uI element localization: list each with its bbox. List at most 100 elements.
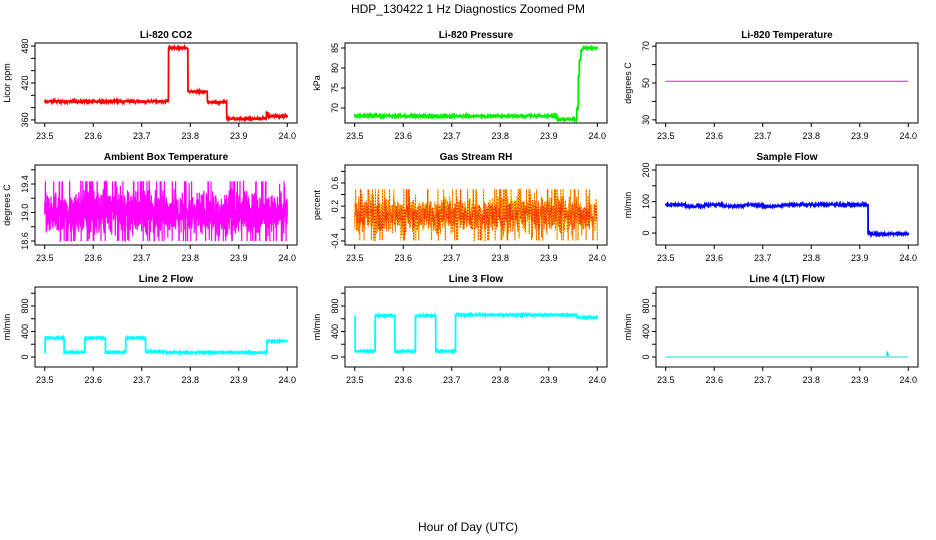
series-line bbox=[353, 311, 598, 355]
y-tick-label: 19.4 bbox=[20, 175, 30, 193]
y-axis-label: degrees C bbox=[2, 184, 12, 226]
x-tick-label: 23.7 bbox=[133, 131, 151, 141]
x-tick-label: 23.7 bbox=[133, 253, 151, 263]
x-tick-label: 23.7 bbox=[754, 375, 772, 385]
y-axis-label: Licor ppm bbox=[2, 63, 12, 103]
x-tick-label: 24.0 bbox=[900, 375, 918, 385]
panel-gas-stream-rh: Gas Stream RH 23.5 23.6 23.7 23.8 23.9 24.0 -0.… bbox=[312, 152, 608, 263]
y-tick-label: 800 bbox=[330, 298, 340, 313]
plot-frame bbox=[344, 42, 608, 124]
y-tick-label: 400 bbox=[641, 324, 651, 339]
y-tick-label: 0.2 bbox=[330, 200, 340, 213]
y-tick-label: 30 bbox=[641, 115, 651, 125]
x-tick-label: 23.7 bbox=[443, 253, 461, 263]
x-tick-label: 24.0 bbox=[900, 253, 918, 263]
x-tick-label: 23.5 bbox=[657, 253, 675, 263]
x-tick-label: 23.9 bbox=[851, 131, 869, 141]
y-tick-label: 19.0 bbox=[20, 204, 30, 222]
y-tick-label: 70 bbox=[330, 103, 340, 113]
y-axis-label: degrees C bbox=[623, 62, 633, 104]
plot-frame bbox=[344, 286, 608, 368]
x-tick-label: 23.8 bbox=[181, 131, 199, 141]
x-tick-label: 24.0 bbox=[589, 375, 607, 385]
y-tick-label: 18.6 bbox=[20, 232, 30, 250]
y-tick-label: 480 bbox=[20, 39, 30, 54]
x-tick-label: 23.6 bbox=[84, 375, 102, 385]
x-tick-label: 23.8 bbox=[802, 253, 820, 263]
y-tick-label: 70 bbox=[641, 41, 651, 51]
y-tick-label: -0.4 bbox=[330, 233, 340, 249]
y-tick-label: 75 bbox=[330, 83, 340, 93]
y-axis-label: ml/min bbox=[312, 314, 322, 341]
y-axis-label: percent bbox=[312, 189, 322, 220]
panel-title: Li-820 Pressure bbox=[439, 30, 514, 41]
x-tick-label: 23.6 bbox=[705, 253, 723, 263]
x-tick-label: 23.5 bbox=[657, 131, 675, 141]
y-axis-label: ml/min bbox=[2, 314, 12, 341]
y-tick-label: 0 bbox=[641, 231, 651, 236]
series-line bbox=[664, 200, 910, 239]
y-tick-label: 0 bbox=[641, 354, 651, 359]
figure-title: HDP_130422 1 Hz Diagnostics Zoomed PM bbox=[351, 2, 585, 16]
plot-frame bbox=[655, 286, 919, 368]
y-tick-label: 0.6 bbox=[330, 177, 340, 190]
x-tick-label: 23.9 bbox=[230, 375, 248, 385]
y-tick-label: 360 bbox=[20, 112, 30, 127]
x-tick-label: 23.6 bbox=[705, 131, 723, 141]
x-tick-label: 23.8 bbox=[802, 131, 820, 141]
panel-ambient-box-temperature: Ambient Box Temperature 23.5 23.6 23.7 23.8 2… bbox=[2, 152, 298, 263]
panel-line-2-flow: Line 2 Flow 23.5 23.6 23.7 23.8 23.9 24.0 0 400 8… bbox=[2, 274, 298, 385]
panel-title: Li-820 CO2 bbox=[140, 30, 193, 41]
x-tick-label: 23.8 bbox=[491, 131, 509, 141]
series-line bbox=[44, 180, 288, 242]
x-tick-label: 23.7 bbox=[443, 131, 461, 141]
y-tick-label: 50 bbox=[641, 78, 651, 88]
y-tick-label: 400 bbox=[20, 324, 30, 339]
panel-li-820-co2: Li-820 CO2 23.5 23.6 23.7 23.8 23.9 24.0 360 420… bbox=[2, 30, 298, 141]
panel-title: Gas Stream RH bbox=[440, 152, 513, 163]
plot-frame bbox=[655, 42, 919, 124]
panel-title: Line 3 Flow bbox=[449, 274, 504, 285]
y-tick-label: 0 bbox=[330, 354, 340, 359]
x-tick-label: 23.5 bbox=[346, 375, 364, 385]
panel-li-820-temperature: Li-820 Temperature 23.5 23.6 23.7 23.8 23.9 24… bbox=[623, 30, 919, 141]
x-tick-label: 23.9 bbox=[851, 375, 869, 385]
x-tick-label: 23.8 bbox=[491, 375, 509, 385]
y-tick-label: 100 bbox=[641, 194, 651, 209]
y-tick-label: 80 bbox=[330, 63, 340, 73]
x-tick-label: 24.0 bbox=[589, 253, 607, 263]
x-tick-label: 23.5 bbox=[346, 253, 364, 263]
series-line bbox=[43, 43, 289, 123]
x-tick-label: 23.5 bbox=[36, 253, 54, 263]
y-tick-label: 800 bbox=[641, 298, 651, 313]
x-tick-label: 23.7 bbox=[443, 375, 461, 385]
x-tick-label: 24.0 bbox=[279, 375, 297, 385]
x-tick-label: 23.6 bbox=[84, 131, 102, 141]
series-line-dots bbox=[354, 188, 598, 241]
y-tick-label: 85 bbox=[330, 43, 340, 53]
x-tick-label: 23.8 bbox=[181, 375, 199, 385]
panel-sample-flow: Sample Flow 23.5 23.6 23.7 23.8 23.9 24.0 0 100 2… bbox=[623, 152, 919, 263]
x-tick-label: 23.9 bbox=[540, 253, 558, 263]
x-tick-label: 23.7 bbox=[133, 375, 151, 385]
x-tick-label: 23.9 bbox=[230, 131, 248, 141]
x-tick-label: 23.9 bbox=[540, 375, 558, 385]
x-tick-label: 23.6 bbox=[84, 253, 102, 263]
x-tick-label: 23.5 bbox=[36, 375, 54, 385]
y-tick-label: 800 bbox=[20, 298, 30, 313]
x-tick-label: 23.8 bbox=[802, 375, 820, 385]
y-tick-label: 400 bbox=[330, 324, 340, 339]
panel-title: Ambient Box Temperature bbox=[104, 152, 229, 163]
panel-line-4-lt-flow: Line 4 (LT) Flow 23.5 23.6 23.7 23.8 23.9 24.0… bbox=[623, 274, 919, 385]
y-tick-label: 0 bbox=[20, 354, 30, 359]
y-axis-label: ml/min bbox=[623, 314, 633, 341]
series-line bbox=[43, 334, 289, 357]
x-tick-label: 24.0 bbox=[279, 131, 297, 141]
series-line bbox=[353, 44, 599, 123]
panel-title: Sample Flow bbox=[756, 152, 817, 163]
panel-title: Line 2 Flow bbox=[139, 274, 194, 285]
plot-frame bbox=[34, 42, 298, 124]
panel-title: Line 4 (LT) Flow bbox=[749, 274, 825, 285]
x-tick-label: 23.8 bbox=[491, 253, 509, 263]
